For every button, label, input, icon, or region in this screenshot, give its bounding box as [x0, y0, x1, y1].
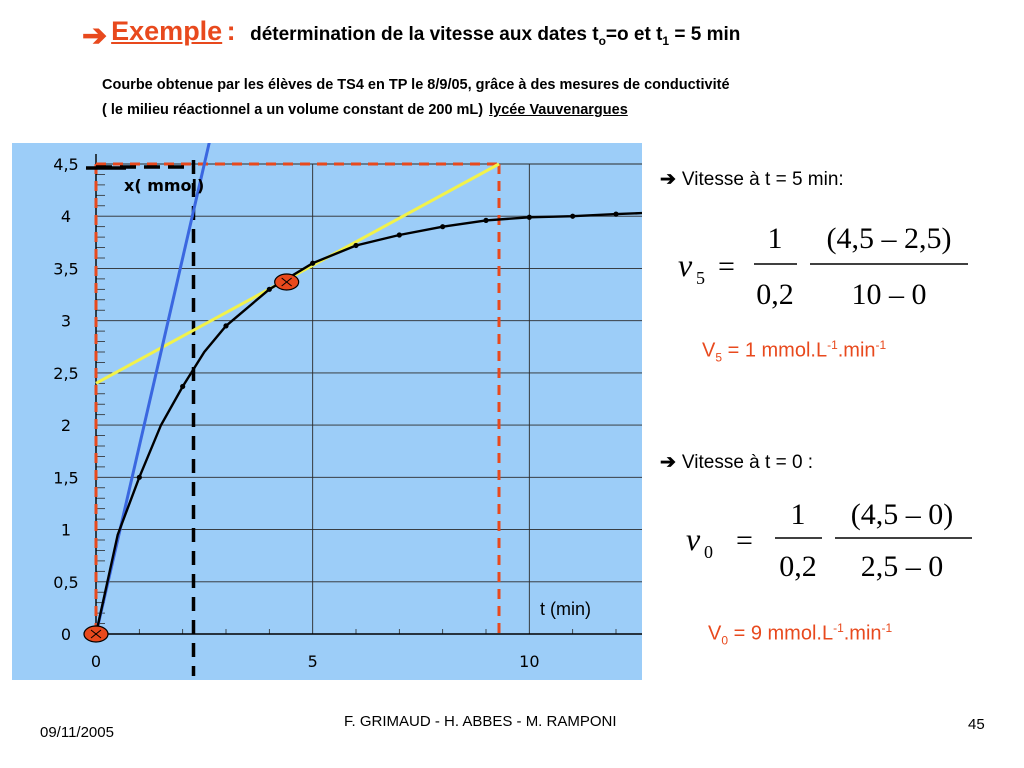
tangency-points: [83, 273, 300, 643]
formula-v0-lhs: v: [686, 521, 701, 557]
formula-v5-lhs-sub: 5: [696, 268, 705, 288]
curve-marker: [180, 383, 186, 390]
arrow-right-icon: ➔: [660, 452, 676, 473]
formula-v0-num2: (4,5 – 0): [851, 498, 953, 531]
subtitle-line-1: Courbe obtenue par les élèves de TS4 en …: [102, 77, 730, 93]
velocity-t0-result: V0 = 9 mmol.L-1.min-1: [708, 621, 893, 648]
velocity-t5-heading: ➔ Vitesse à t = 5 min:: [660, 168, 844, 191]
formula-v5-den1: 0,2: [756, 278, 794, 311]
x-tick-label: 10: [519, 652, 539, 671]
tangency-point: [83, 625, 109, 643]
curve-marker: [440, 224, 446, 230]
curve-marker: [483, 217, 489, 223]
formula-v0-num1: 1: [791, 498, 806, 531]
curve-marker: [396, 232, 402, 238]
y-tick-label: 4: [61, 207, 71, 226]
y-tick-label: 0: [61, 625, 71, 644]
curve-marker: [353, 242, 359, 249]
footer-page-number: 45: [968, 716, 985, 733]
y-tick-label: 2: [61, 416, 71, 435]
curve-marker: [310, 260, 316, 266]
subtitle-line-2: ( le milieu réactionnel a un volume cons…: [102, 102, 628, 118]
formula-v0-lhs-sub: 0: [704, 542, 713, 562]
formula-v5-num1: 1: [768, 222, 783, 255]
curve-marker: [570, 213, 576, 219]
velocity-t5-label: Vitesse à t = 5 min:: [681, 169, 844, 190]
x-tick-label: 0: [91, 652, 101, 671]
x-tick-label: 5: [308, 652, 318, 671]
y-tick-label: 1: [61, 521, 71, 540]
grid: [94, 154, 642, 636]
curve-marker: [266, 286, 272, 292]
formula-v0-den2: 2,5 – 0: [861, 550, 944, 583]
tangency-point-cross: [281, 277, 292, 287]
formula-v0-equals: =: [736, 524, 753, 557]
curve-marker: [613, 211, 619, 217]
arrow-right-icon: ➔: [660, 169, 676, 190]
x-axis-label: t (min): [540, 599, 591, 619]
y-tick-label: 0,5: [53, 573, 78, 592]
tangency-point-cross: [90, 629, 102, 639]
curve-marker: [223, 323, 229, 329]
curve-marker: [526, 214, 532, 220]
formula-v5-lhs: v: [678, 247, 693, 283]
y-tick-label: 3: [61, 312, 71, 331]
title-text: détermination de la vitesse aux dates to…: [250, 24, 741, 48]
chart-background: [12, 143, 642, 680]
title-keyword: Exemple: [111, 16, 223, 46]
chart: 0 0,5 1 1,5 2 2,5 3 3,5 4 4,5 0 5 10 x( mmol) t (min…: [12, 143, 642, 680]
footer-authors: F. GRIMAUD - H. ABBES - M. RAMPONI: [344, 713, 617, 730]
tick-labels: 0 0,5 1 1,5 2 2,5 3 3,5 4 4,5 0 5 10: [53, 155, 539, 671]
velocity-t0-heading: ➔ Vitesse à t = 0 :: [660, 451, 813, 474]
formula-v5-den2: 10 – 0: [852, 278, 927, 311]
y-tick-label: 3,5: [53, 259, 78, 278]
formula-v5-num2: (4,5 – 2,5): [827, 222, 952, 255]
curve-markers: [136, 211, 619, 480]
footer-date: 09/11/2005: [40, 724, 114, 741]
formula-v5-equals: =: [718, 250, 735, 283]
velocity-t0-label: Vitesse à t = 0 :: [681, 452, 814, 473]
arrow-right-icon: ➔: [82, 19, 108, 53]
velocity-t5-result: V5 = 1 mmol.L-1.min-1: [702, 338, 887, 365]
formula-v0-den1: 0,2: [779, 550, 817, 583]
y-tick-label: 1,5: [53, 468, 78, 487]
y-tick-label: 4,5: [53, 155, 78, 174]
curve-marker: [136, 474, 142, 480]
tangency-point: [274, 273, 300, 291]
slide-title: ➔ Exemple : détermination de la vitesse a…: [82, 16, 740, 56]
y-tick-label: 2,5: [53, 364, 78, 383]
y-axis-label: x( mmol): [124, 176, 204, 195]
formula-v5: v 5 = 1 0,2 (4,5 – 2,5) 10 – 0: [678, 222, 968, 311]
guide-lines: [94, 160, 501, 676]
title-colon: :: [226, 16, 236, 46]
subtitle-link[interactable]: lycée Vauvenargues: [489, 102, 628, 118]
formula-v0: v 0 = 1 0,2 (4,5 – 0) 2,5 – 0: [686, 498, 972, 583]
